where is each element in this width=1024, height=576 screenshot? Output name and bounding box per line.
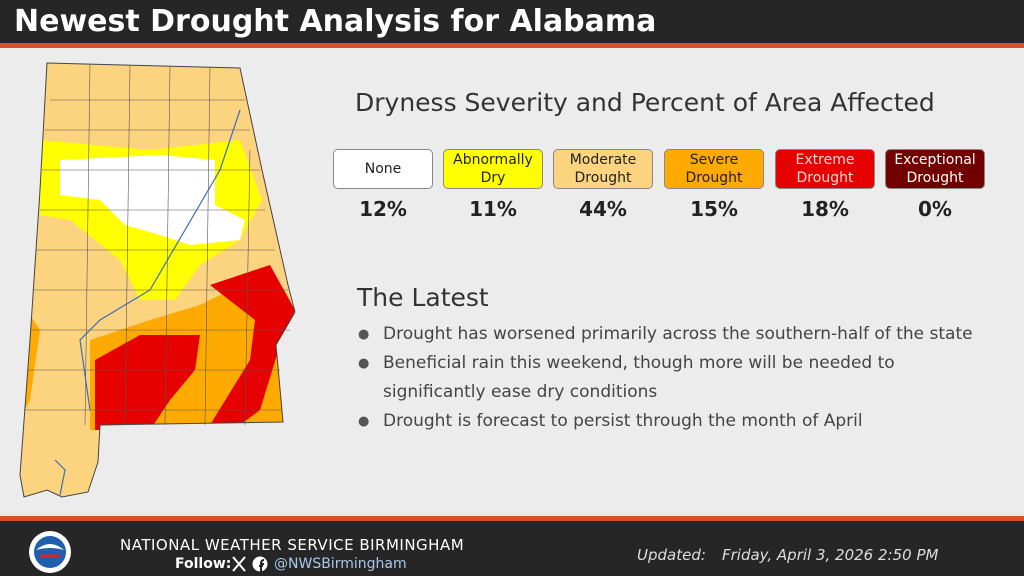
bullet-list: Drought has worsened primarily across th… bbox=[358, 320, 998, 436]
social-handle: @NWSBirmingham bbox=[274, 556, 407, 572]
legend-percent: 44% bbox=[579, 197, 627, 221]
legend-box: Moderate Drought bbox=[553, 149, 653, 189]
legend-box: Exceptional Drought bbox=[885, 149, 985, 189]
rivers bbox=[54, 109, 241, 496]
legend-percent: 0% bbox=[918, 197, 952, 221]
latest-heading: The Latest bbox=[357, 283, 489, 312]
office-name: NATIONAL WEATHER SERVICE BIRMINGHAM bbox=[120, 536, 465, 554]
legend-percent: 11% bbox=[469, 197, 517, 221]
county-lines bbox=[25, 63, 290, 426]
title: Newest Drought Analysis for Alabama bbox=[14, 4, 657, 39]
legend-percent: 18% bbox=[801, 197, 849, 221]
footer-bar bbox=[0, 521, 1024, 576]
nws-logo bbox=[29, 531, 71, 573]
updated-label: Updated: bbox=[637, 546, 706, 564]
legend-percent: 15% bbox=[690, 197, 738, 221]
social-icons bbox=[232, 556, 268, 572]
drought-map bbox=[19, 62, 296, 498]
follow-label: Follow: bbox=[175, 556, 232, 572]
header-bar bbox=[0, 0, 1024, 43]
updated-date: Friday, April 3, 2026 2:50 PM bbox=[722, 546, 939, 564]
bullet: Drought has worsened primarily across th… bbox=[358, 320, 998, 349]
legend-box: Abnormally Dry bbox=[443, 149, 543, 189]
footer-rule bbox=[0, 516, 1024, 521]
legend-box: Extreme Drought bbox=[775, 149, 875, 189]
bullet: Beneficial rain this weekend, though mor… bbox=[358, 349, 998, 407]
header-rule bbox=[0, 43, 1024, 48]
legend-box: None bbox=[333, 149, 433, 189]
legend-percent: 12% bbox=[359, 197, 407, 221]
map-fill bbox=[20, 63, 295, 497]
state-outline bbox=[19, 62, 296, 498]
legend-heading: Dryness Severity and Percent of Area Aff… bbox=[355, 88, 935, 117]
legend-box: Severe Drought bbox=[664, 149, 764, 189]
bullet: Drought is forecast to persist through t… bbox=[358, 407, 998, 436]
